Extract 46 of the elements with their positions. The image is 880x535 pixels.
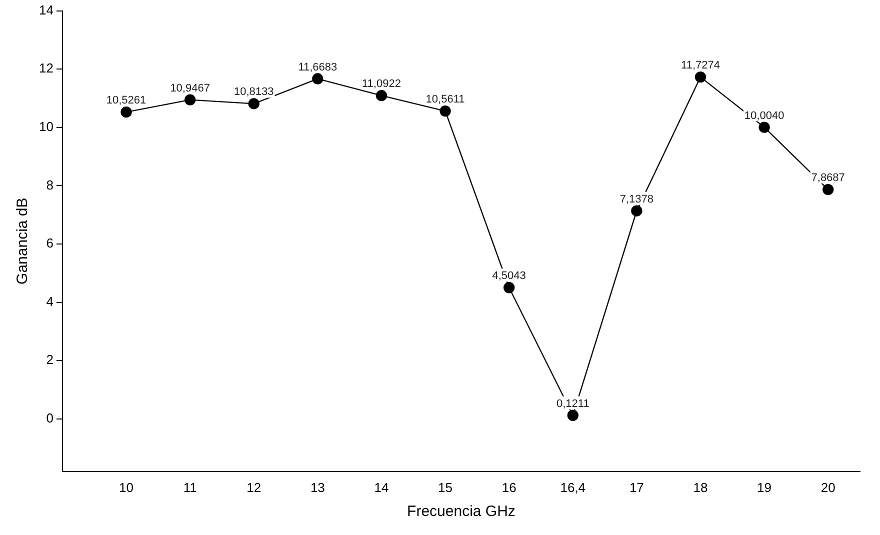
x-tick-label: 12 bbox=[246, 480, 262, 495]
data-label: 4,5043 bbox=[492, 270, 526, 282]
data-label: 0,1211 bbox=[556, 398, 590, 410]
point bbox=[312, 73, 324, 84]
y-tick-label: 6 bbox=[46, 236, 54, 251]
data-label: 7,8687 bbox=[811, 172, 845, 184]
y-tick-label: 0 bbox=[46, 410, 54, 426]
x-tick-label: 18 bbox=[693, 480, 708, 495]
y-axis-title: Ganancia dB bbox=[14, 198, 32, 284]
point bbox=[248, 98, 260, 110]
point bbox=[822, 184, 834, 196]
data-label: 10,5611 bbox=[426, 94, 465, 106]
x-tick-label: 17 bbox=[629, 480, 644, 495]
x-tick-label: 20 bbox=[820, 480, 836, 495]
point bbox=[567, 410, 578, 421]
point bbox=[694, 71, 706, 83]
y-tick-label: 14 bbox=[38, 2, 54, 18]
point bbox=[184, 94, 196, 106]
data-label: 10,5261 bbox=[106, 94, 146, 107]
point bbox=[120, 106, 132, 118]
x-tick-label: 14 bbox=[374, 480, 389, 495]
x-tick-label: 16,4 bbox=[560, 480, 586, 495]
data-label: 10,8133 bbox=[234, 86, 274, 98]
data-label: 11,6683 bbox=[298, 61, 338, 74]
x-tick-label: 11 bbox=[183, 480, 197, 495]
x-tick-label: 15 bbox=[438, 480, 453, 495]
point bbox=[376, 90, 388, 102]
data-label: 10,0040 bbox=[744, 110, 784, 122]
point bbox=[440, 105, 451, 117]
data-label: 7,1378 bbox=[620, 193, 654, 206]
x-tick-label: 16 bbox=[502, 480, 516, 495]
y-tick-label: 2 bbox=[46, 352, 54, 368]
y-tick-label: 8 bbox=[46, 177, 54, 192]
x-tick-label: 10 bbox=[119, 480, 134, 495]
data-label: 11,0922 bbox=[362, 78, 401, 90]
point bbox=[503, 282, 515, 294]
x-tick-label: 19 bbox=[757, 480, 772, 495]
data-label: 10,9467 bbox=[170, 82, 210, 94]
y-tick-label: 4 bbox=[46, 294, 54, 309]
y-tick-label: 12 bbox=[38, 60, 54, 76]
point bbox=[631, 205, 642, 216]
y-tick-label: 10 bbox=[38, 118, 54, 134]
point bbox=[758, 122, 770, 133]
x-tick-label: 13 bbox=[310, 480, 325, 495]
data-label: 11,7274 bbox=[681, 60, 720, 72]
x-axis-title: Frecuencia GHz bbox=[407, 503, 516, 520]
